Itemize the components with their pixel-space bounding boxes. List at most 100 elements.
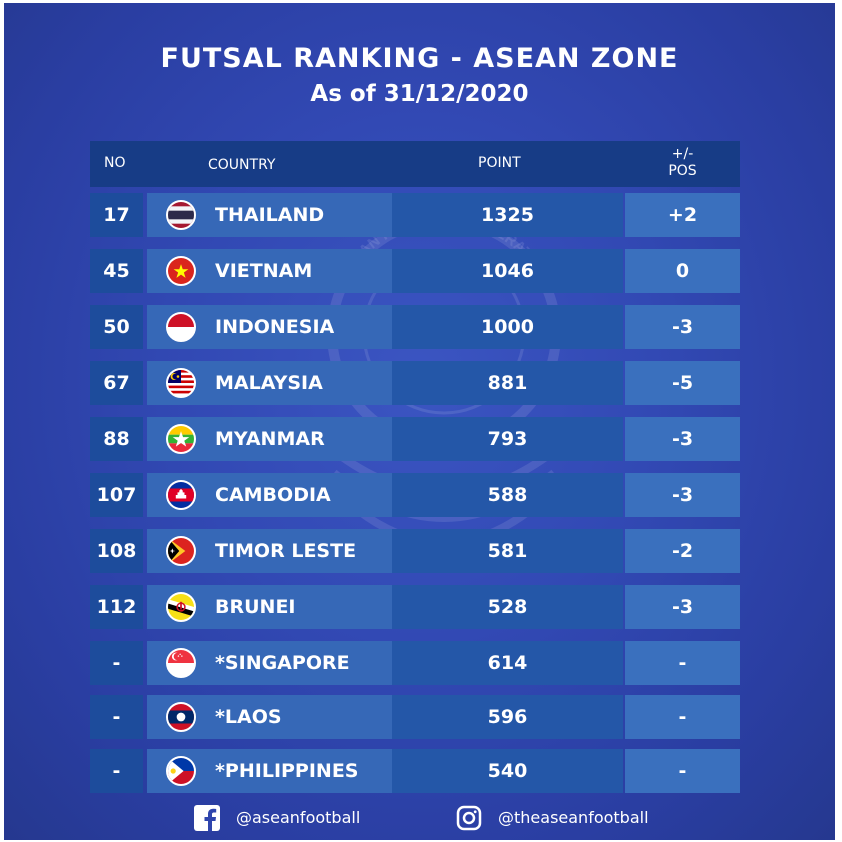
point-cell: [392, 305, 623, 349]
myanmar-flag-icon: [166, 424, 196, 454]
indonesia-flag-icon: [166, 312, 196, 342]
table-header: NO COUNTRY POINT +/- POS: [90, 141, 740, 187]
poster: ASEAN FOOTBALL FEDERATION FUTSAL RANKING…: [4, 3, 835, 840]
table-row: 88 MYANMAR 793 -3: [90, 417, 740, 461]
country-name: MALAYSIA: [215, 372, 323, 394]
pos-change: -3: [671, 596, 694, 618]
point-cell: [392, 529, 623, 573]
pos-change: -: [678, 760, 687, 782]
point-cell: [392, 473, 623, 517]
vietnam-flag-icon: [166, 256, 196, 286]
rank-no: 112: [96, 596, 137, 618]
pos-cell: [625, 361, 740, 405]
pos-change: -5: [671, 372, 694, 394]
table-row: 112 BRUNEI 528 -3: [90, 585, 740, 629]
country-name: *PHILIPPINES: [215, 760, 359, 782]
pos-cell: [625, 585, 740, 629]
point-value: 1325: [481, 204, 534, 226]
page-subtitle: As of 31/12/2020: [310, 81, 529, 107]
rank-no: 108: [96, 540, 137, 562]
rank-no: 45: [103, 260, 130, 282]
country-name: *SINGAPORE: [215, 652, 350, 674]
rank-no: 107: [96, 484, 137, 506]
point-cell: [392, 249, 623, 293]
pos-change: -3: [671, 316, 694, 338]
table-row: 45 VIETNAM 1046 0: [90, 249, 740, 293]
col-pos-header: +/- POS: [625, 146, 740, 180]
pos-cell: [625, 641, 740, 685]
singapore-flag-icon: [166, 648, 196, 678]
page-title: FUTSAL RANKING - ASEAN ZONE: [160, 43, 679, 74]
table-row: 17 THAILAND 1325 +2: [90, 193, 740, 237]
pos-change: -3: [671, 428, 694, 450]
pos-change: -3: [671, 484, 694, 506]
pos-cell: [625, 417, 740, 461]
instagram-icon: [456, 805, 482, 831]
country-name: MYANMAR: [215, 428, 325, 450]
point-cell: [392, 361, 623, 405]
footer: @aseanfootball @theaseanfootball: [4, 803, 835, 833]
no-cell: [90, 473, 143, 517]
point-cell: [392, 193, 623, 237]
rank-no: 67: [103, 372, 130, 394]
facebook-handle: @aseanfootball: [236, 808, 361, 827]
pos-cell: [625, 473, 740, 517]
table-row: - *PHILIPPINES 540 -: [90, 749, 740, 793]
point-cell: [392, 695, 623, 739]
point-value: 540: [487, 760, 528, 782]
col-point-header: POINT: [478, 155, 521, 171]
cambodia-flag-icon: [166, 480, 196, 510]
pos-change: +2: [667, 204, 698, 226]
country-name: INDONESIA: [215, 316, 335, 338]
rank-no: -: [112, 760, 121, 782]
table-row: 67 MALAYSIA 881 -5: [90, 361, 740, 405]
pos-change: 0: [675, 260, 690, 282]
laos-flag-icon: [166, 702, 196, 732]
point-value: 793: [487, 428, 528, 450]
country-name: BRUNEI: [215, 596, 296, 618]
point-value: 1046: [481, 260, 534, 282]
country-name: *LAOS: [215, 706, 282, 728]
point-cell: [392, 585, 623, 629]
table-row: - *LAOS 596 -: [90, 695, 740, 739]
pos-cell: [625, 749, 740, 793]
pos-cell: [625, 695, 740, 739]
point-value: 614: [487, 652, 528, 674]
brunei-flag-icon: [166, 592, 196, 622]
col-country-header: COUNTRY: [208, 157, 276, 173]
no-cell: [90, 749, 143, 793]
pos-change: -: [678, 706, 687, 728]
no-cell: [90, 305, 143, 349]
pos-cell: [625, 305, 740, 349]
pos-cell: [625, 193, 740, 237]
facebook-icon: [194, 805, 220, 831]
instagram-handle: @theaseanfootball: [498, 808, 649, 827]
pos-change: -2: [671, 540, 694, 562]
no-cell: [90, 695, 143, 739]
point-cell: [392, 641, 623, 685]
table-row: - *SINGAPORE 614 -: [90, 641, 740, 685]
rank-no: 50: [103, 316, 130, 338]
point-value: 581: [487, 540, 528, 562]
pos-cell: [625, 249, 740, 293]
no-cell: [90, 249, 143, 293]
country-name: THAILAND: [215, 204, 325, 226]
table-row: 107 CAMBODIA 588 -3: [90, 473, 740, 517]
col-pos-header-line2: POS: [668, 163, 697, 179]
country-name: VIETNAM: [215, 260, 313, 282]
point-cell: [392, 417, 623, 461]
no-cell: [90, 361, 143, 405]
no-cell: [90, 641, 143, 685]
point-value: 1000: [481, 316, 534, 338]
col-pos-header-line1: +/-: [671, 146, 694, 162]
philippines-flag-icon: [166, 756, 196, 786]
point-value: 588: [487, 484, 528, 506]
country-name: TIMOR LESTE: [215, 540, 357, 562]
rank-no: -: [112, 706, 121, 728]
point-value: 528: [487, 596, 528, 618]
col-no-header: NO: [104, 155, 126, 171]
rank-no: 88: [103, 428, 130, 450]
no-cell: [90, 417, 143, 461]
pos-change: -: [678, 652, 687, 674]
pos-cell: [625, 529, 740, 573]
